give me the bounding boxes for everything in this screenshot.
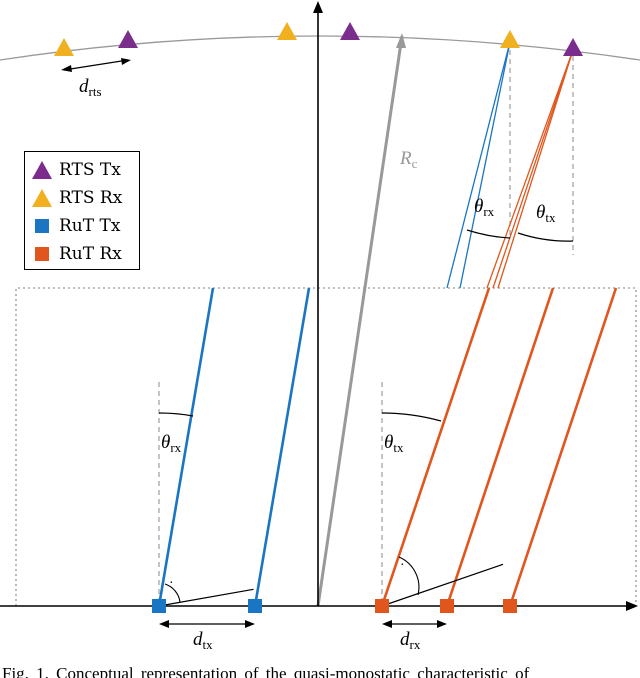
rts-tx-markers [118,22,583,56]
legend-item-rut-tx: RuT Tx [31,212,139,240]
label-d-rx: drx [400,629,421,652]
angle-arc-theta-rx-left [158,412,194,417]
triangle-icon [32,189,52,207]
right-angle-dot-right: · [400,558,405,573]
legend-item-rts-rx: RTS Rx [31,184,139,212]
rut-rx-marker [440,599,454,613]
rts-rx-marker [500,30,520,48]
d-tx-arrowhead-left [159,620,169,628]
rts-tx-marker [563,38,583,56]
rut-tx-beams [157,287,311,607]
y-axis-arrowhead [313,1,323,13]
x-axis-arrowhead [626,601,638,611]
rut-rx-marker [375,599,389,613]
radius-line [316,35,404,607]
figure-caption: Fig. 1. Conceptual representation of the… [2,664,530,678]
radius-arrowhead [396,33,406,48]
rts-rx-marker [277,22,297,40]
angle-arc-theta-rx-top [466,229,511,239]
angle-arc-theta-tx-right [381,412,442,422]
rut-rx-marker [503,599,517,613]
d-rts-arrow [63,59,129,71]
legend-label: RTS Tx [59,160,121,180]
square-icon [35,219,49,233]
region-outline [15,287,637,606]
label-d-rts: drts [79,76,102,99]
rts-rx-markers [54,22,520,56]
d-rx-arrowhead-left [382,620,392,628]
label-d-tx: dtx [193,629,213,652]
perpendicular-right [381,563,504,607]
label-theta-tx-right: θtx [384,432,404,455]
rts-tx-marker [118,30,138,48]
triangle-icon [32,161,52,179]
d-rts-arrowhead-left [61,65,72,72]
angle-arc-theta-tx-top [517,232,574,242]
orbit-arc [0,35,640,61]
legend-label: RuT Rx [59,244,122,264]
rut-tx-marker [152,599,166,613]
right-angle-arc-left [164,583,181,603]
rut-rx-beams [380,287,618,607]
rts-tx-marker [340,22,360,40]
rts-rx-marker [54,38,74,56]
label-r-c: Rc [399,148,418,171]
d-tx-arrowhead-right [245,620,255,628]
legend: RTS Tx RTS Rx RuT Tx RuT Rx [24,151,140,270]
legend-item-rut-rx: RuT Rx [31,240,139,268]
legend-item-rts-tx: RTS Tx [31,156,139,184]
perpendicular-left [158,588,254,607]
label-theta-tx-top: θtx [536,202,556,225]
square-icon [35,247,49,261]
vertical-guides [158,50,574,600]
right-angle-arc-right [398,556,420,596]
d-rx-arrowhead-right [437,620,447,628]
rut-rx-beams-top [486,49,574,289]
d-rts-arrowhead-right [121,58,131,65]
label-theta-rx-left: θrx [161,432,182,455]
label-theta-rx-top: θrx [474,196,495,219]
right-angle-dot-left: · [169,576,174,591]
legend-label: RuT Tx [59,216,121,236]
rut-tx-marker [248,599,262,613]
rut-tx-beams-top [446,41,511,289]
legend-label: RTS Rx [59,188,123,208]
